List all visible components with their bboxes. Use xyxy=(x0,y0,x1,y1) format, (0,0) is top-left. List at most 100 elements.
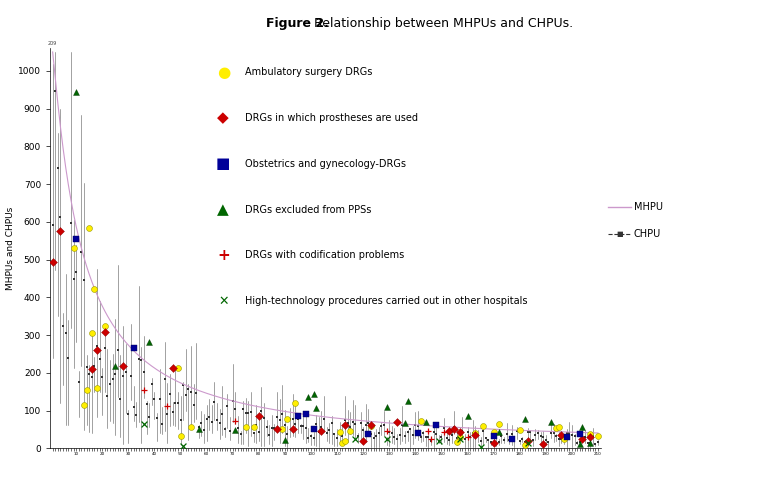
Point xyxy=(341,419,353,427)
Point xyxy=(89,285,101,293)
Point xyxy=(300,424,312,432)
Point xyxy=(266,424,278,432)
Point xyxy=(310,404,323,412)
Point xyxy=(164,390,176,398)
Point xyxy=(480,434,492,442)
Point xyxy=(399,419,411,427)
Point xyxy=(78,402,90,409)
Point xyxy=(485,438,497,446)
Point xyxy=(271,425,283,433)
Point xyxy=(388,433,400,441)
Point xyxy=(127,345,139,352)
Point xyxy=(542,438,554,446)
Point xyxy=(96,373,109,380)
Point xyxy=(553,436,565,443)
Point xyxy=(161,410,173,417)
Point xyxy=(187,402,199,409)
Point xyxy=(206,418,218,426)
Point xyxy=(574,440,586,447)
Point xyxy=(253,412,265,419)
Point xyxy=(263,431,276,439)
Point xyxy=(253,428,265,436)
Point xyxy=(247,423,259,430)
Point xyxy=(576,423,588,431)
Point xyxy=(391,435,403,442)
Point xyxy=(380,435,393,442)
Point xyxy=(519,441,531,449)
Point xyxy=(433,437,445,445)
Point xyxy=(336,432,349,440)
Point xyxy=(461,428,474,436)
Point xyxy=(70,89,82,96)
Point xyxy=(315,428,327,435)
Point xyxy=(558,431,571,439)
Point xyxy=(213,419,226,427)
Point xyxy=(393,431,406,439)
Point xyxy=(584,439,596,446)
Point xyxy=(89,362,101,370)
Point xyxy=(576,435,588,443)
Point xyxy=(532,429,544,437)
Point xyxy=(550,424,562,432)
Point xyxy=(386,429,398,437)
Point xyxy=(438,424,450,432)
Point xyxy=(561,429,573,437)
Point xyxy=(156,420,169,428)
Point xyxy=(102,392,114,400)
Point xyxy=(132,355,145,363)
Point xyxy=(409,421,421,429)
Point xyxy=(380,437,393,444)
Point xyxy=(297,422,310,429)
Point xyxy=(179,391,192,399)
Point xyxy=(352,432,364,440)
Point xyxy=(93,355,105,363)
Point xyxy=(461,433,474,441)
Point xyxy=(313,428,325,435)
Point xyxy=(151,414,163,422)
Text: MHPU: MHPU xyxy=(634,202,663,212)
Point xyxy=(286,425,299,433)
Point xyxy=(198,426,210,434)
Point xyxy=(52,164,64,172)
Point xyxy=(258,415,270,422)
Point xyxy=(62,355,75,362)
Point xyxy=(375,422,387,429)
Point xyxy=(568,432,581,440)
Text: +: + xyxy=(217,248,229,263)
Point xyxy=(273,416,286,424)
Point xyxy=(284,415,296,423)
Point xyxy=(412,422,424,429)
Text: DRGs excluded from PPSs: DRGs excluded from PPSs xyxy=(245,205,371,214)
Point xyxy=(534,432,547,440)
Point xyxy=(290,399,302,406)
Point xyxy=(537,440,549,447)
Point xyxy=(493,420,505,428)
Point xyxy=(514,437,526,445)
Point xyxy=(396,421,408,429)
Point xyxy=(331,434,343,442)
Point xyxy=(498,436,511,443)
Point xyxy=(260,423,273,431)
Point xyxy=(177,442,189,450)
Point xyxy=(555,431,567,439)
Point xyxy=(185,388,197,396)
Point xyxy=(250,421,263,429)
Point xyxy=(561,433,573,441)
Point xyxy=(545,429,557,437)
Text: CHPU: CHPU xyxy=(634,229,661,239)
Point xyxy=(490,430,502,438)
Point xyxy=(130,412,142,419)
Point xyxy=(579,433,591,441)
Point xyxy=(166,364,179,372)
Point xyxy=(469,429,481,437)
Point xyxy=(344,427,357,435)
Point xyxy=(373,429,385,437)
Point xyxy=(459,435,471,442)
Point xyxy=(300,411,312,418)
Point xyxy=(344,423,357,431)
Point xyxy=(566,431,578,439)
Point xyxy=(354,419,367,427)
Point xyxy=(247,429,259,437)
Point xyxy=(487,439,500,447)
Point xyxy=(391,418,403,426)
